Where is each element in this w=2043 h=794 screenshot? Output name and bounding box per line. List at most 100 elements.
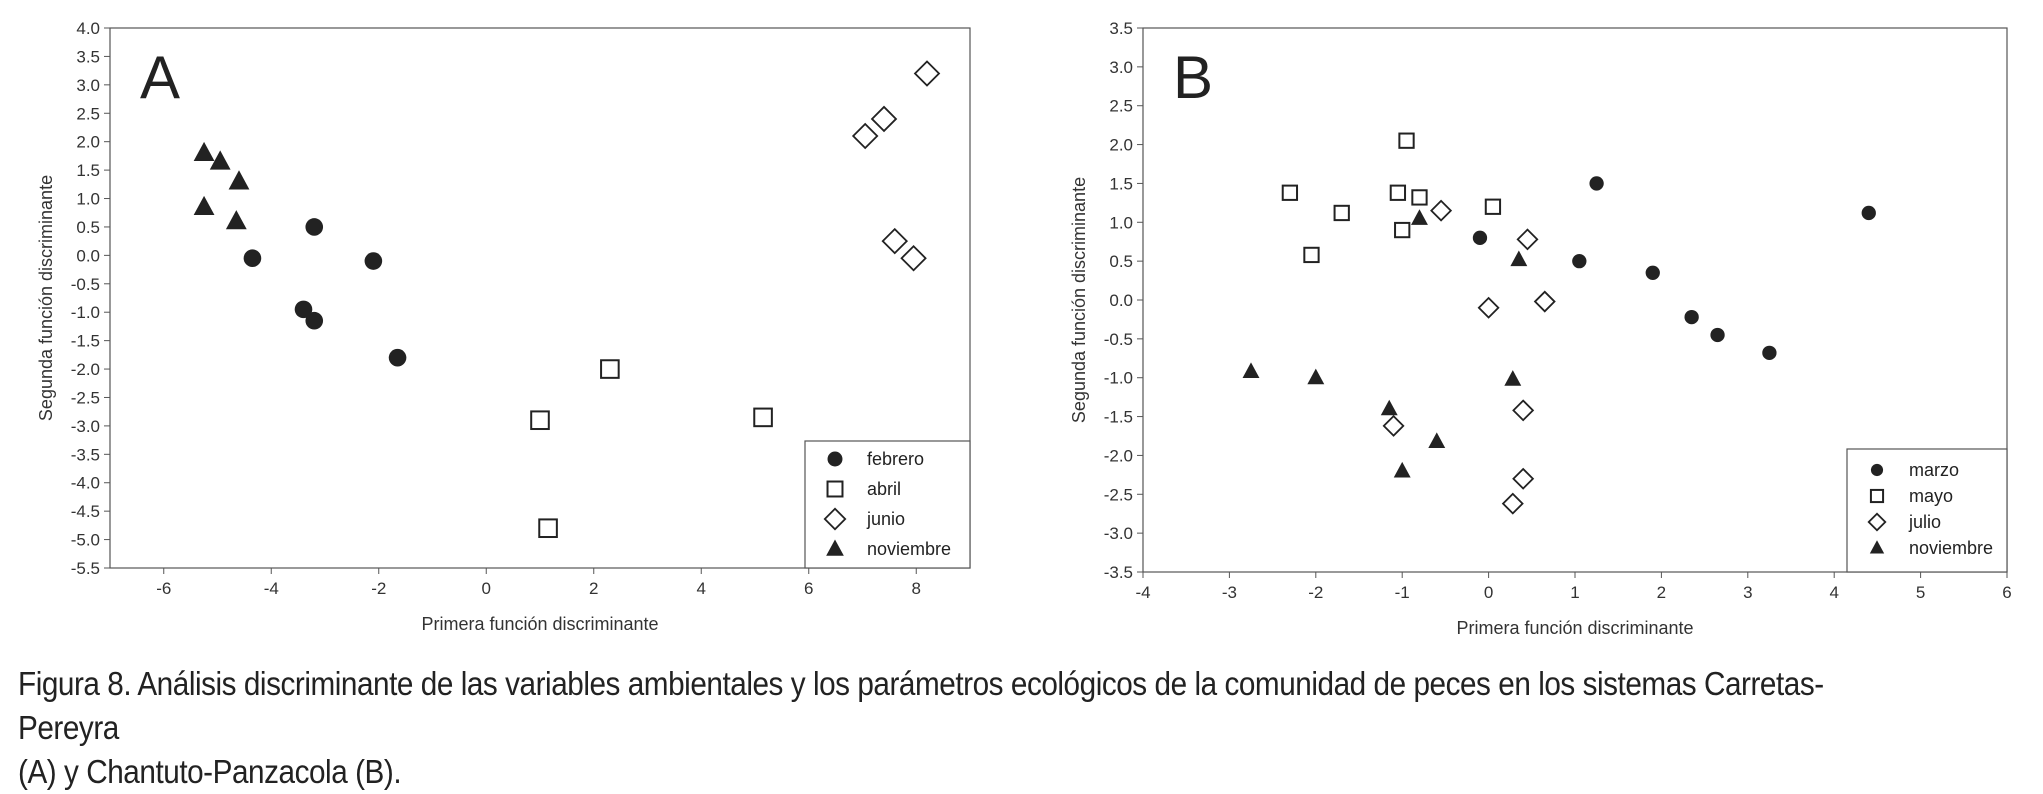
data-point-febrero	[243, 249, 262, 268]
y-tick-label: -2.5	[71, 388, 100, 407]
x-tick-label: 1	[1570, 583, 1579, 602]
data-point-junio	[870, 105, 898, 133]
data-point-noviembre	[1393, 461, 1411, 478]
legend-entry-junio: junio	[866, 509, 905, 529]
legend-marker-febrero	[827, 451, 843, 467]
data-point-noviembre	[1510, 250, 1528, 267]
y-tick-label: 3.5	[76, 47, 100, 66]
data-point-abril	[753, 407, 773, 428]
y-tick-label: 1.0	[1109, 213, 1133, 232]
legend-marker-noviembre	[1869, 540, 1885, 554]
data-point-febrero	[294, 300, 313, 319]
x-tick-label: -3	[1222, 583, 1237, 602]
y-tick-label: 1.0	[76, 190, 100, 209]
data-point-julio	[1501, 492, 1524, 515]
y-tick-label: 1.5	[1109, 174, 1133, 193]
legend-entry-febrero: febrero	[867, 449, 924, 469]
y-tick-label: -1.5	[71, 332, 100, 351]
data-point-julio	[1477, 296, 1500, 319]
data-point-noviembre	[225, 210, 247, 230]
x-tick-label: 4	[1829, 583, 1838, 602]
data-point-mayo	[1484, 198, 1502, 215]
x-tick-label: 8	[912, 579, 921, 598]
plot-frame	[109, 27, 971, 569]
y-tick-label: -3.5	[1104, 563, 1133, 582]
legend-entry-noviembre: noviembre	[867, 539, 951, 559]
y-tick-label: -5.5	[71, 559, 100, 578]
y-tick-label: -4.5	[71, 502, 100, 521]
y-tick-label: -3.0	[1104, 524, 1133, 543]
legend-entry-mayo: mayo	[1909, 486, 1953, 506]
legend-marker-noviembre	[826, 539, 844, 556]
data-point-marzo	[1589, 176, 1604, 191]
data-point-julio	[1516, 228, 1539, 251]
y-tick-label: 2.5	[76, 104, 100, 123]
y-tick-label: 0.5	[76, 218, 100, 237]
panel-label: A	[140, 44, 180, 111]
panel-label: B	[1173, 44, 1213, 111]
data-point-junio	[913, 60, 941, 87]
data-point-mayo	[1411, 189, 1428, 206]
x-tick-label: -6	[156, 579, 171, 598]
data-point-noviembre	[228, 170, 250, 190]
y-tick-label: -0.5	[1104, 330, 1133, 349]
y-tick-label: 0.5	[1109, 252, 1133, 271]
data-point-marzo	[1762, 345, 1777, 360]
x-tick-label: 5	[1916, 583, 1925, 602]
data-point-marzo	[1710, 327, 1725, 343]
data-point-julio	[1512, 399, 1535, 422]
x-tick-label: 0	[482, 579, 491, 598]
data-point-julio	[1382, 414, 1405, 437]
data-point-junio	[900, 244, 927, 272]
data-point-marzo	[1684, 309, 1699, 325]
y-tick-label: -5.0	[71, 531, 100, 550]
x-tick-label: -4	[1135, 583, 1150, 602]
data-point-abril	[530, 410, 550, 431]
data-point-febrero	[305, 311, 324, 330]
data-point-noviembre	[1411, 209, 1428, 225]
data-point-febrero	[388, 348, 407, 367]
x-tick-label: 6	[804, 579, 813, 598]
data-point-junio	[881, 227, 909, 255]
y-tick-label: 3.0	[1109, 58, 1133, 77]
legend-entry-abril: abril	[867, 479, 901, 499]
x-tick-label: 2	[1657, 583, 1666, 602]
y-tick-label: 2.0	[76, 133, 100, 152]
data-point-mayo	[1303, 246, 1320, 264]
y-tick-label: -3.5	[71, 445, 100, 464]
data-point-mayo	[1398, 132, 1415, 149]
chart-b-discriminant-plot: -4 -3 -2 -1 0 1 2 3 4 5 6 3.5 3.0 2.5 2.0 1.5 1.0 0.5 0.0 -…	[1069, 19, 2012, 638]
x-tick-label: 6	[2002, 583, 2011, 602]
y-tick-label: -1.0	[71, 303, 100, 322]
data-point-noviembre	[1242, 362, 1260, 378]
chart-a-discriminant-plot: -6 -4 -2 0 2 4 6 8 4.0 3.5 3.0 2.5 2.0 1.5 1.0 0.5 0.0 -0…	[36, 19, 971, 634]
y-tick-label: -3.0	[71, 417, 100, 436]
x-tick-label: -1	[1395, 583, 1410, 602]
y-tick-label: -2.5	[1104, 485, 1133, 504]
figure-caption: Figura 8. Análisis discriminante de las …	[18, 662, 1827, 794]
data-point-noviembre	[1428, 432, 1446, 448]
data-point-noviembre	[1380, 399, 1398, 416]
x-tick-label: -2	[371, 579, 386, 598]
data-point-mayo	[1389, 184, 1407, 201]
data-point-marzo	[1645, 265, 1660, 280]
legend-marker-julio	[1867, 512, 1887, 532]
y-tick-label: -2.0	[1104, 446, 1133, 465]
y-tick-label: -4.0	[71, 474, 100, 493]
legend-marker-abril	[826, 480, 844, 498]
data-point-noviembre	[1307, 368, 1325, 385]
y-tick-label: 3.0	[76, 76, 100, 95]
x-tick-label: 4	[697, 579, 706, 598]
y-tick-label: -2.0	[71, 360, 100, 379]
data-point-mayo	[1394, 221, 1411, 239]
data-point-mayo	[1333, 204, 1350, 222]
legend-marker-junio	[823, 507, 847, 531]
legend-marker-mayo	[1869, 488, 1885, 504]
y-tick-label: 0.0	[1109, 291, 1133, 310]
y-tick-label: 2.5	[1109, 97, 1133, 116]
data-point-marzo	[1572, 253, 1587, 269]
legend-entry-julio: julio	[1908, 512, 1941, 532]
data-point-noviembre	[193, 195, 215, 216]
data-point-mayo	[1281, 184, 1299, 201]
y-axis-label: Segunda función discriminante	[36, 175, 56, 421]
